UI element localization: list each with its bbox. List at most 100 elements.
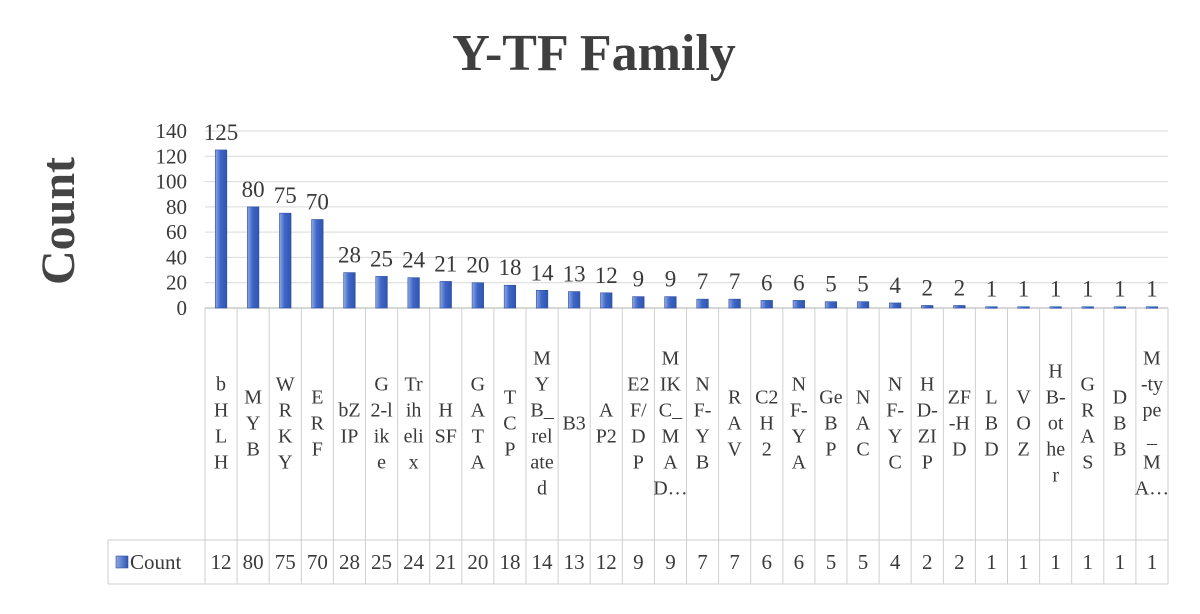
- table-cell: 20: [467, 550, 488, 574]
- data-label: 1: [1082, 277, 1094, 302]
- category-label: R: [311, 413, 325, 435]
- category-label: L: [215, 426, 227, 448]
- category-label: E2: [627, 374, 649, 396]
- category-label: eli: [404, 426, 424, 448]
- data-label: 1: [1050, 277, 1062, 302]
- table-cell: 7: [729, 550, 740, 574]
- category-label: D…: [653, 478, 687, 500]
- category-label: A: [792, 452, 807, 474]
- data-label: 7: [697, 269, 709, 294]
- category-label: M: [662, 426, 680, 448]
- table-cell: 1: [1083, 550, 1094, 574]
- category-label: A: [663, 452, 678, 474]
- data-label: 12: [595, 263, 618, 288]
- category-label: x: [409, 452, 419, 474]
- category-label: B: [985, 413, 998, 435]
- bar: [247, 206, 260, 309]
- category-label: C2: [755, 387, 778, 409]
- bar: [375, 276, 388, 309]
- category-label: H: [1048, 361, 1062, 383]
- category-label: C: [856, 439, 869, 461]
- category-label: Y: [535, 374, 549, 396]
- data-label: 125: [204, 120, 239, 145]
- category-label: N: [695, 374, 709, 396]
- table-cell: 80: [243, 550, 264, 574]
- category-label: B: [824, 413, 837, 435]
- bar: [1081, 306, 1094, 309]
- bar: [792, 300, 805, 309]
- category-label: G: [471, 374, 485, 396]
- bar: [921, 305, 934, 309]
- data-label: 25: [370, 246, 393, 271]
- data-label: 1: [1114, 277, 1126, 302]
- bar: [824, 301, 838, 309]
- category-label: M: [533, 348, 551, 370]
- table-cell: 28: [339, 550, 360, 574]
- data-label: 5: [825, 272, 837, 297]
- category-label: N: [888, 374, 902, 396]
- category-label: A: [1081, 426, 1096, 448]
- category-label: H: [214, 400, 228, 422]
- category-label: Z: [1017, 439, 1029, 461]
- category-label: C_: [659, 400, 683, 422]
- category-label: P: [504, 439, 515, 461]
- category-label: T: [504, 387, 516, 409]
- bar: [1049, 306, 1062, 309]
- data-label: 9: [665, 267, 677, 292]
- table-cell: 5: [826, 550, 837, 574]
- data-label: 6: [793, 270, 805, 295]
- category-label: -H: [949, 413, 970, 435]
- category-label: ik: [374, 426, 390, 448]
- category-label: M: [662, 348, 680, 370]
- y-tick-label: 20: [166, 271, 187, 295]
- table-cell: 1: [1050, 550, 1061, 574]
- data-label: 1: [1018, 277, 1030, 302]
- data-label: 1: [986, 277, 998, 302]
- category-label: ZI: [918, 426, 937, 448]
- category-label: R: [279, 400, 293, 422]
- bar: [311, 219, 324, 309]
- table-cell: 12: [211, 550, 232, 574]
- table-cell: 14: [532, 550, 554, 574]
- bar: [600, 292, 613, 309]
- category-label: _: [1146, 426, 1158, 448]
- category-labels: bHLHMYBWRKYERFbZIPG2-likeTrihelixHSFGATA…: [214, 348, 1169, 500]
- category-label: A…: [1135, 478, 1169, 500]
- category-label: A: [727, 413, 742, 435]
- bar: [1017, 306, 1030, 309]
- category-label: he: [1046, 439, 1065, 461]
- category-label: F: [312, 439, 323, 461]
- category-label: C: [503, 413, 516, 435]
- category-label: A: [471, 400, 486, 422]
- bar: [535, 289, 549, 309]
- table-cell: 5: [858, 550, 869, 574]
- table-cell: 7: [697, 550, 708, 574]
- category-label: e: [377, 452, 386, 474]
- category-label: H: [439, 400, 453, 422]
- table-cell: 18: [499, 550, 520, 574]
- category-label: G: [1081, 374, 1095, 396]
- y-tick-label: 60: [166, 220, 187, 244]
- data-label: 2: [954, 275, 966, 300]
- bar: [1113, 306, 1126, 309]
- bar: [503, 284, 517, 309]
- table-cell: 21: [435, 550, 456, 574]
- category-label: F/: [630, 400, 647, 422]
- category-label: A: [856, 413, 871, 435]
- table-cell: 13: [564, 550, 585, 574]
- y-tick-label: 80: [166, 195, 187, 219]
- category-label: E: [311, 387, 323, 409]
- table-cell: 25: [371, 550, 392, 574]
- category-label: P: [922, 452, 933, 474]
- y-tick-label: 100: [156, 170, 188, 194]
- data-label: 21: [434, 251, 457, 276]
- data-label: 7: [729, 269, 741, 294]
- data-label: 18: [498, 255, 521, 280]
- table-cell: 24: [403, 550, 425, 574]
- y-tick-label: 140: [156, 119, 188, 143]
- table-cell: 75: [275, 550, 296, 574]
- category-label: B_: [530, 400, 554, 422]
